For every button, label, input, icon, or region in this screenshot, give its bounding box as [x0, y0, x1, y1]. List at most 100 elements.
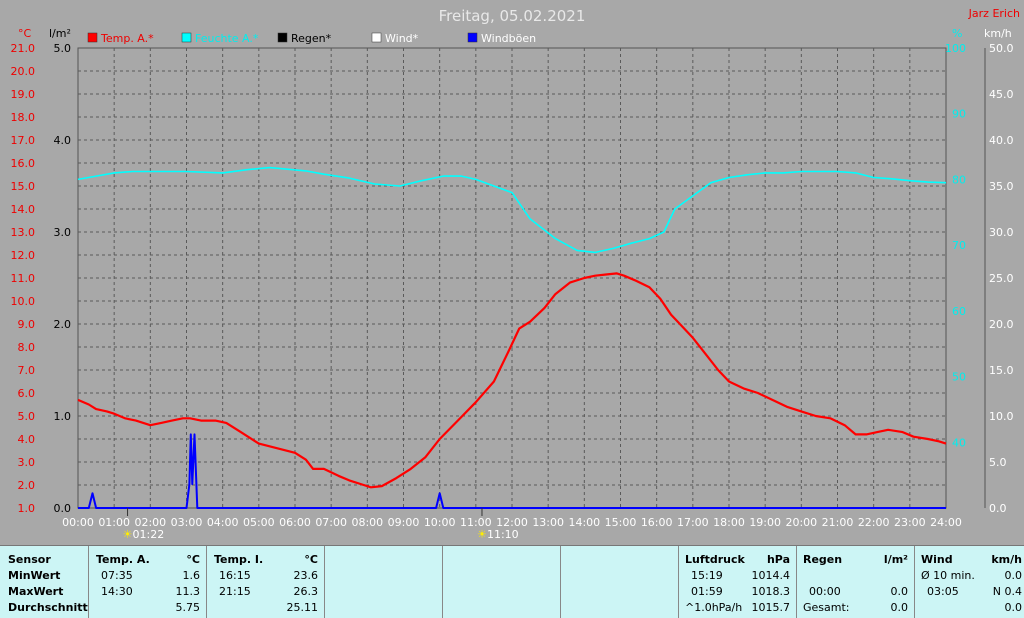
row-label-max: MaxWert: [8, 585, 64, 598]
stats-table: Sensor MinWert MaxWert Durchschnitt Temp…: [0, 545, 1024, 618]
stats-temp-a-col: Temp. A. °C 07:35 1.6 14:30 11.3 5.75: [88, 546, 206, 618]
luftdruck-header: Luftdruck: [685, 553, 745, 566]
x-tick-label: 07:00: [315, 516, 347, 529]
humidity-tick-label: 80: [952, 173, 966, 186]
rain-tick-label: 0.0: [54, 502, 72, 515]
legend-swatch: [371, 32, 382, 43]
regen-max-value: 0.0: [890, 585, 909, 598]
temp-tick-label: 21.0: [11, 42, 36, 55]
chart-author: Jarz Erich: [968, 7, 1020, 20]
x-tick-label: 08:00: [351, 516, 383, 529]
sun-marker-label: 11:10: [487, 528, 519, 541]
temp-tick-label: 9.0: [18, 318, 36, 331]
x-tick-label: 14:00: [568, 516, 600, 529]
series-line-windböen: [78, 433, 946, 509]
legend-swatch: [277, 32, 288, 43]
legend-swatch: [87, 32, 98, 43]
wind-tick-label: 25.0: [989, 272, 1014, 285]
humidity-tick-label: 70: [952, 239, 966, 252]
luftdruck-max-value: 1018.3: [751, 585, 791, 598]
x-tick-label: 11:00: [460, 516, 492, 529]
temp-tick-label: 15.0: [11, 180, 36, 193]
temp-tick-label: 17.0: [11, 134, 36, 147]
series-line-feuchte-a: [77, 166, 947, 254]
temp-tick-label: 14.0: [11, 203, 36, 216]
temp-tick-label: 12.0: [11, 249, 36, 262]
luftdruck-unit: hPa: [766, 553, 790, 566]
chart-svg: 00:00 01:00 02:00 03:00 04:00 05:00 06:00 07:00…: [11, 7, 1021, 541]
temp-tick-label: 4.0: [18, 433, 36, 446]
temp-i-header: Temp. I.: [214, 553, 264, 566]
temp-tick-label: 6.0: [18, 387, 36, 400]
legend-swatch: [181, 32, 192, 43]
rain-tick-label: 4.0: [54, 134, 72, 147]
regen-total-label: Gesamt:: [803, 601, 850, 614]
temp-i-unit: °C: [304, 553, 318, 566]
wind-avg-value: 0.0: [1004, 569, 1023, 582]
temp-tick-label: 1.0: [18, 502, 36, 515]
x-tick-label: 22:00: [858, 516, 890, 529]
temp-i-min-value: 23.6: [293, 569, 319, 582]
temp-tick-label: 8.0: [18, 341, 36, 354]
temp-tick-label: 2.0: [18, 479, 36, 492]
wind-tick-label: 15.0: [989, 364, 1014, 377]
temp-tick-label: 7.0: [18, 364, 36, 377]
luftdruck-min-value: 1014.4: [751, 569, 791, 582]
stats-regen-col: Regen l/m² 00:00 0.0 Gesamt: 0.0: [796, 546, 914, 618]
wind-tick-label: 40.0: [989, 134, 1014, 147]
temp-tick-label: 11.0: [11, 272, 36, 285]
temp-tick-label: 16.0: [11, 157, 36, 170]
wind-tick-label: 20.0: [989, 318, 1014, 331]
temp-tick-label: 18.0: [11, 111, 36, 124]
temp-a-header: Temp. A.: [96, 553, 150, 566]
wind-tick-label: 0.0: [989, 502, 1007, 515]
temp-a-unit: °C: [186, 553, 200, 566]
temp-i-max-value: 26.3: [293, 585, 319, 598]
regen-unit: l/m²: [883, 553, 908, 566]
rain-tick-label: 2.0: [54, 318, 72, 331]
x-tick-label: 09:00: [388, 516, 420, 529]
x-tick-label: 01:00: [98, 516, 130, 529]
x-tick-label: 06:00: [279, 516, 311, 529]
wind-avg-label: Ø 10 min.: [921, 569, 975, 582]
rain-tick-label: 3.0: [54, 226, 72, 239]
wind-tick-label: 50.0: [989, 42, 1014, 55]
temp-a-max-value: 11.3: [175, 585, 201, 598]
legend-label: Windböen: [481, 32, 536, 45]
temp-i-min-time: 16:15: [219, 569, 251, 582]
humidity-tick-label: 100: [945, 42, 966, 55]
wind-unit: km/h: [991, 553, 1022, 566]
regen-max-time: 00:00: [809, 585, 841, 598]
luftdruck-trend: ^1.0hPa/h: [685, 601, 743, 614]
temp-i-max-time: 21:15: [219, 585, 251, 598]
regen-header: Regen: [803, 553, 843, 566]
x-tick-label: 24:00: [930, 516, 962, 529]
x-tick-label: 16:00: [641, 516, 673, 529]
temp-tick-label: 19.0: [11, 88, 36, 101]
temp-axis-unit: °C: [18, 27, 32, 40]
wind-avg2-value: 0.0: [1004, 601, 1023, 614]
regen-total-value: 0.0: [890, 601, 909, 614]
legend-label: Temp. A.*: [100, 32, 154, 45]
humidity-tick-label: 40: [952, 436, 966, 449]
legend-label: Wind*: [385, 32, 419, 45]
wind-tick-label: 30.0: [989, 226, 1014, 239]
x-tick-label: 04:00: [207, 516, 239, 529]
stats-empty-col-1: [324, 546, 442, 618]
luftdruck-avg-value: 1015.7: [751, 601, 791, 614]
temp-a-avg-value: 5.75: [175, 601, 201, 614]
humidity-axis-unit: %: [952, 27, 962, 40]
x-tick-label: 03:00: [171, 516, 203, 529]
sun-marker-label: 01:22: [133, 528, 165, 541]
x-tick-label: 21:00: [822, 516, 854, 529]
x-tick-label: 05:00: [243, 516, 275, 529]
sensor-header: Sensor: [8, 553, 51, 566]
wind-tick-label: 35.0: [989, 180, 1014, 193]
humidity-tick-label: 90: [952, 108, 966, 121]
humidity-tick-label: 60: [952, 305, 966, 318]
stats-temp-i-col: Temp. I. °C 16:15 23.6 21:15 26.3 25.11: [206, 546, 324, 618]
x-tick-label: 15:00: [605, 516, 637, 529]
series-line-temp-a: [77, 272, 947, 489]
stats-sensor-col: Sensor MinWert MaxWert Durchschnitt: [0, 546, 88, 618]
rain-tick-label: 1.0: [54, 410, 72, 423]
